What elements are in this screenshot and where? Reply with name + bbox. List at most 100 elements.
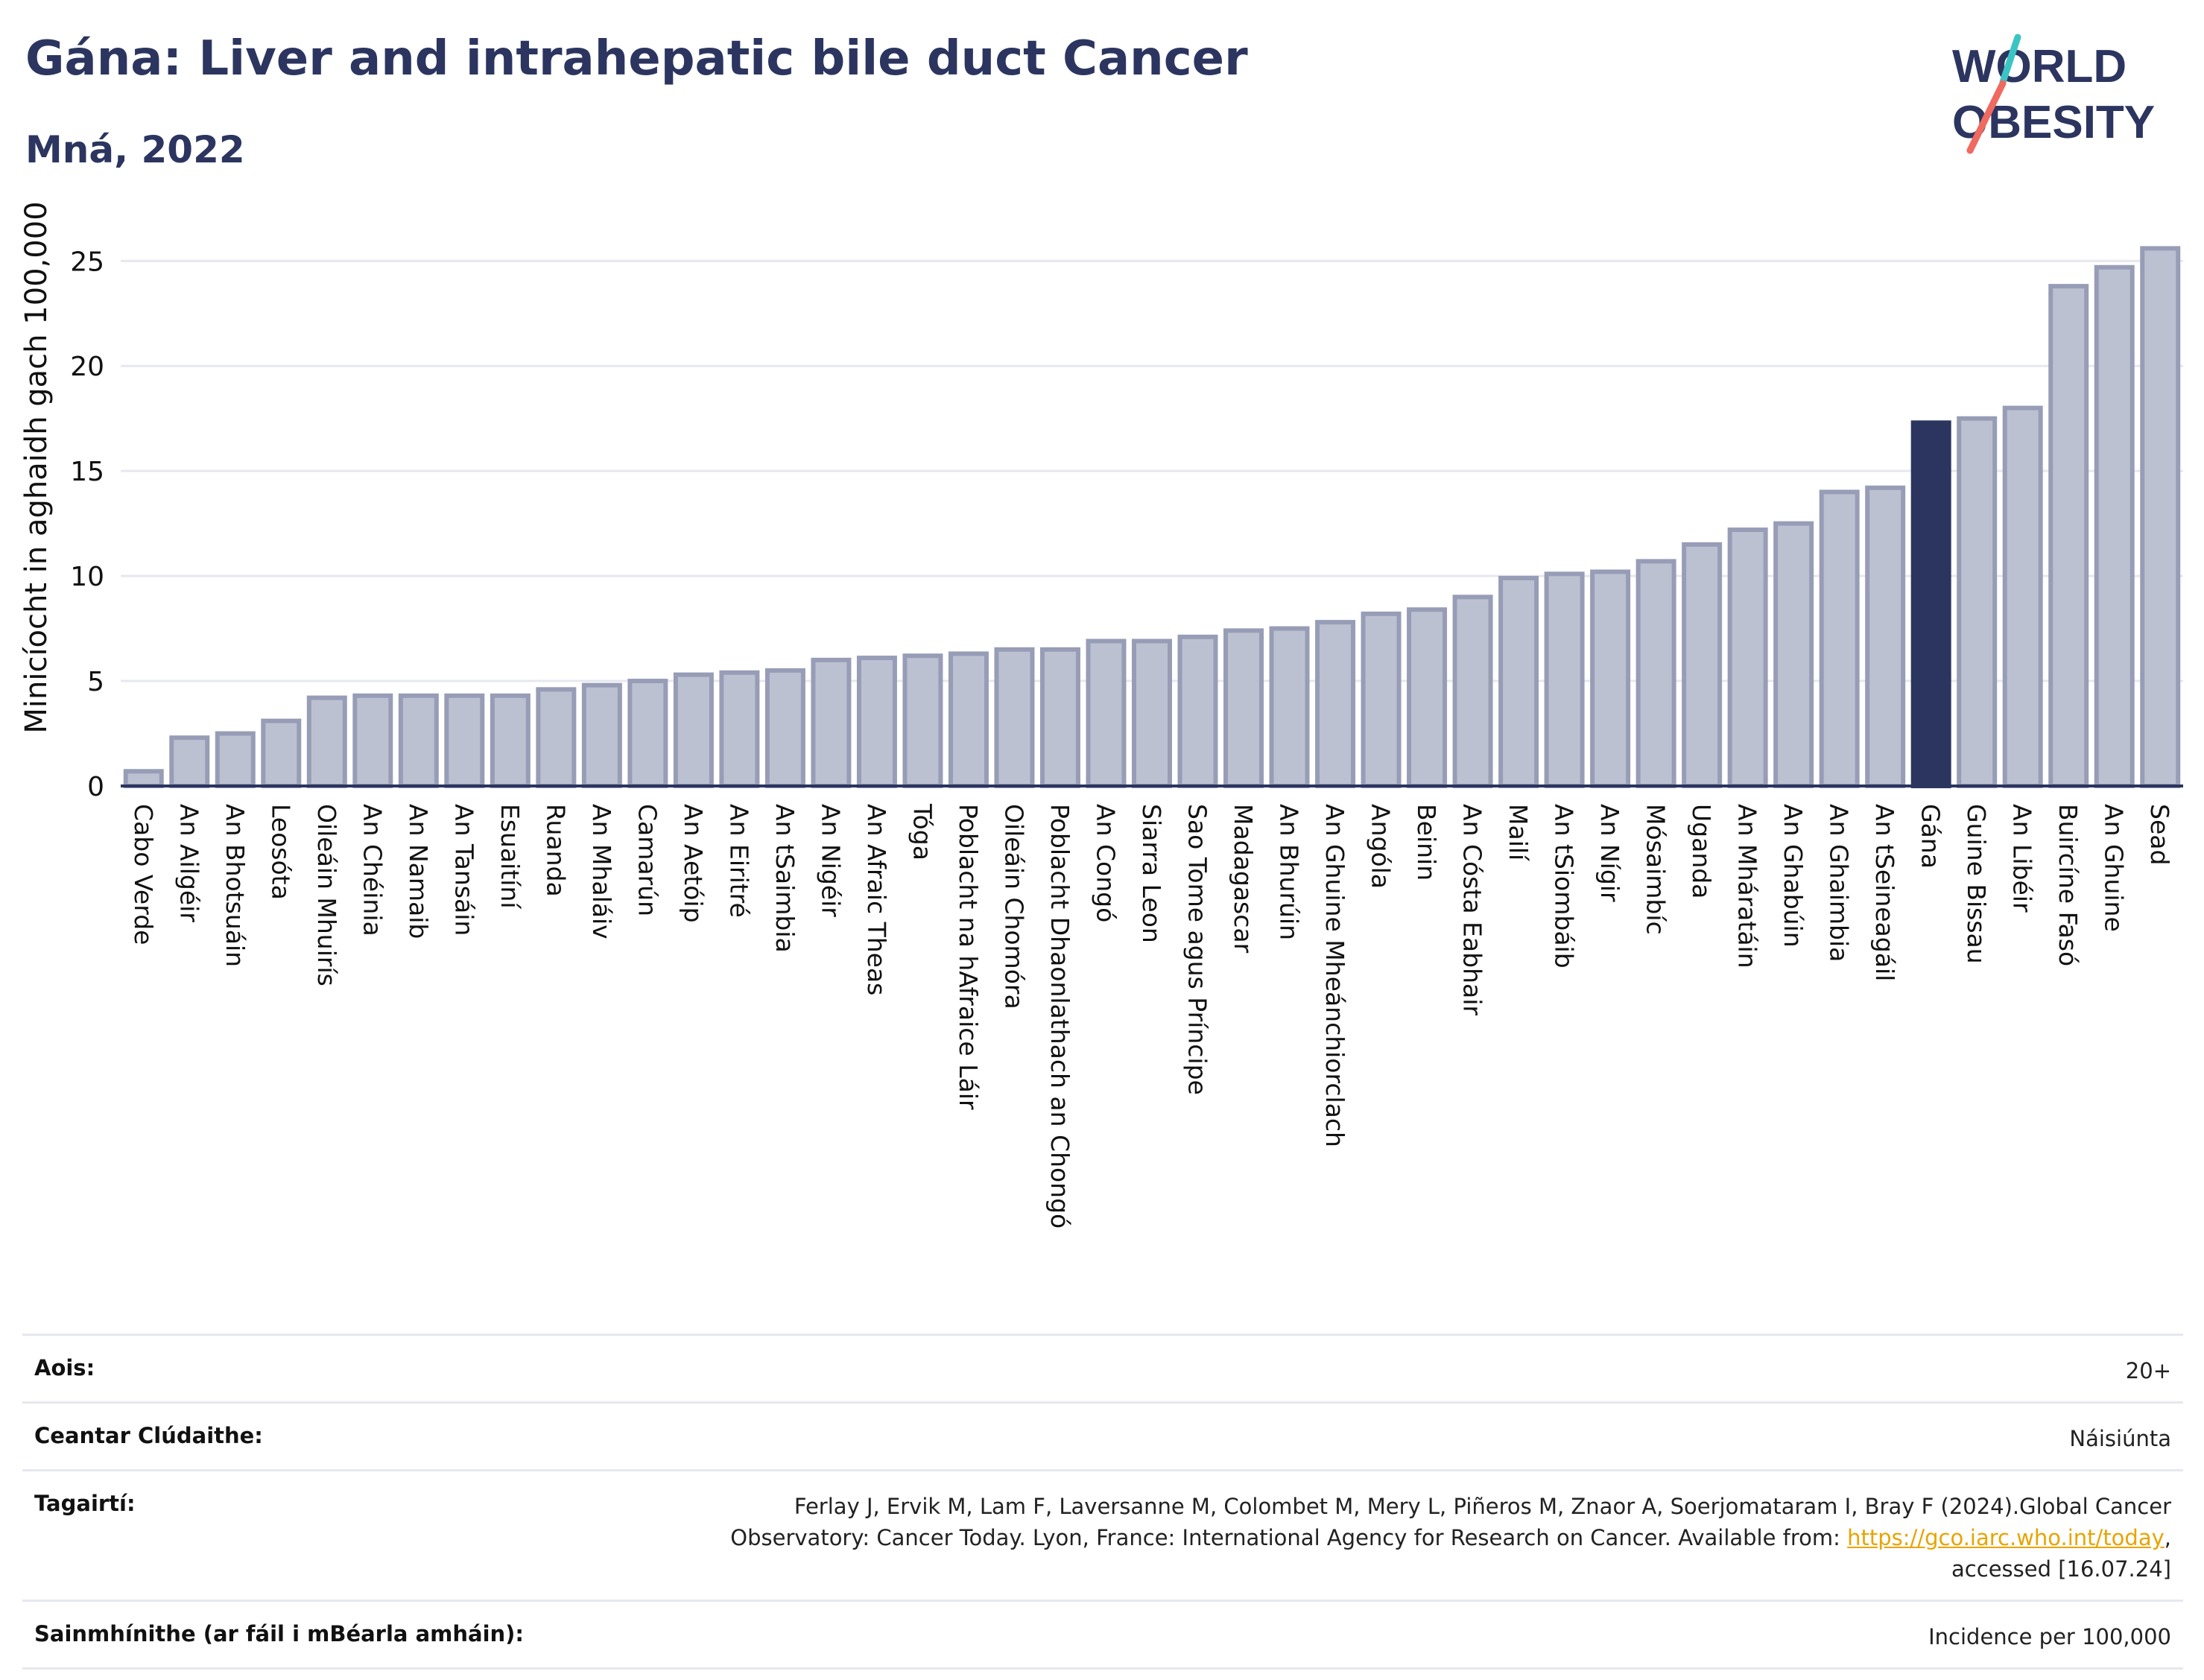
y-tick-label: 10 — [70, 562, 104, 592]
bar — [536, 687, 577, 789]
x-tick-label: An Ghabúin — [1779, 804, 1808, 948]
bar — [2048, 284, 2089, 788]
x-tick-label: Cabo Verde — [129, 804, 158, 945]
bar — [1498, 575, 1539, 788]
bar — [306, 695, 347, 788]
bar — [1407, 607, 1448, 788]
y-ticks: 0 5 10 15 20 25 — [70, 247, 104, 802]
x-tick-label: An Tansáin — [449, 804, 478, 936]
x-tick-label: Oileáin Mhuirís — [312, 804, 341, 986]
x-tick-label: Oileáin Chomóra — [999, 804, 1028, 1009]
bar — [1315, 620, 1356, 788]
bar — [352, 693, 393, 789]
chart-subtitle: Mná, 2022 — [25, 128, 245, 171]
reference-link[interactable]: https://gco.iarc.who.int/today — [1847, 1525, 2165, 1551]
x-tick-label: An tSaimbia — [770, 804, 799, 953]
bar — [581, 682, 622, 788]
x-tick-label: Mailí — [1504, 804, 1533, 862]
meta-row-area: Ceantar Clúdaithe: Náisiúnta — [22, 1401, 2183, 1469]
bar — [1452, 595, 1493, 788]
bar — [1865, 485, 1906, 788]
bar — [1361, 611, 1402, 789]
bar — [856, 656, 897, 789]
x-tick-label: An Ghuine Mheánchiorclach — [1320, 804, 1349, 1147]
x-tick-label: An Ghaimbia — [1825, 804, 1854, 962]
meta-row-references: Tagairtí: Ferlay J, Ervik M, Lam F, Lave… — [22, 1469, 2183, 1600]
world-obesity-logo: WORLD OBESITY — [1952, 34, 2155, 154]
bar — [1132, 638, 1172, 788]
x-tick-label: Gána — [1916, 804, 1945, 869]
bar — [261, 718, 302, 789]
x-tick-label: Camarún — [633, 804, 662, 916]
bar — [719, 670, 760, 788]
x-tick-label: Tóga — [908, 803, 937, 860]
bar — [1269, 626, 1310, 788]
meta-value-age: 20+ — [2125, 1358, 2171, 1383]
bar — [2094, 264, 2135, 788]
x-tick-label: Madagascar — [1229, 804, 1258, 954]
bar — [1039, 647, 1080, 788]
y-tick-label: 0 — [87, 772, 104, 802]
bar — [215, 731, 256, 789]
x-tick-label: An tSeineagáil — [1870, 804, 1899, 981]
meta-row-definitions: Sainmhínithe (ar fáil i mBéarla amháin):… — [22, 1600, 2183, 1670]
y-tick-label: 5 — [87, 667, 104, 697]
x-tick-label: An Mháratáin — [1733, 804, 1762, 969]
bar — [1544, 571, 1585, 788]
x-tick-label: Poblacht na hAfraice Láir — [954, 804, 983, 1110]
logo-text-world: WORLD — [1952, 41, 2127, 92]
x-tick-label: An Nigéir — [816, 804, 845, 917]
logo-slash-bottom — [1966, 80, 2007, 154]
metadata-table: Aois: 20+ Ceantar Clúdaithe: Náisiúnta T… — [22, 1334, 2183, 1670]
meta-label-references: Tagairtí: — [34, 1491, 136, 1517]
logo-slash-top — [1999, 34, 2021, 86]
x-tick-label: An Bhotsuáin — [221, 804, 250, 967]
bar — [1727, 527, 1768, 788]
meta-row-age: Aois: 20+ — [22, 1334, 2183, 1401]
meta-value-references: Ferlay J, Ervik M, Lam F, Laversanne M, … — [730, 1491, 2171, 1585]
meta-label-area: Ceantar Clúdaithe: — [34, 1423, 263, 1449]
x-tick-label: An Libéir — [2008, 804, 2037, 913]
x-tick-label: Beinin — [1412, 804, 1441, 881]
reference-line-2: Observatory: Cancer Today. Lyon, France:… — [730, 1525, 1848, 1551]
meta-value-definitions: Incidence per 100,000 — [1928, 1624, 2171, 1650]
x-tick-label: An tSiombáib — [1550, 804, 1579, 969]
x-tick-label: Leosóta — [266, 804, 295, 900]
x-tick-label: An Ailgéir — [174, 804, 203, 922]
bar — [1819, 489, 1860, 789]
meta-value-area: Náisiúnta — [2069, 1426, 2171, 1452]
meta-label-definitions: Sainmhínithe (ar fáil i mBéarla amháin): — [34, 1621, 525, 1647]
bar — [1635, 559, 1676, 788]
bar — [948, 651, 989, 788]
x-tick-label: Ruanda — [541, 804, 570, 897]
x-tick-label: Esuaitíní — [495, 804, 525, 910]
x-tick-label: Angóla — [1367, 804, 1396, 889]
x-tick-label: An Nígir — [1595, 804, 1624, 902]
bar — [1223, 628, 1264, 788]
bar — [764, 668, 805, 789]
x-tick-label: An Cósta Eabhair — [1458, 804, 1487, 1015]
reference-line-3: accessed [16.07.24] — [1951, 1556, 2171, 1582]
bar — [169, 735, 210, 788]
reference-line-2-end: , — [2164, 1525, 2171, 1551]
x-tick-label: An Afraic Theas — [862, 804, 891, 995]
x-tick-label: An Eiritré — [724, 804, 753, 918]
bar — [902, 653, 943, 788]
bar — [1682, 542, 1723, 788]
x-tick-label: Sead — [2145, 804, 2174, 865]
bar — [1910, 420, 1951, 789]
x-tick-label: An Chéinia — [358, 804, 387, 936]
x-tick-label: Mósaimbíc — [1641, 804, 1671, 935]
bars — [123, 246, 2181, 789]
bar — [673, 672, 714, 788]
bar — [994, 647, 1035, 788]
x-tick-label: Buircíne Fasó — [2053, 804, 2083, 966]
y-tick-label: 25 — [70, 247, 104, 277]
bar — [1086, 638, 1127, 788]
x-tick-label: Uganda — [1687, 804, 1716, 898]
bar — [398, 693, 439, 789]
bar — [1177, 634, 1218, 788]
bar — [1957, 416, 1998, 788]
y-axis-label: Minicíocht in aghaidh gach 100,000 — [19, 201, 54, 733]
bar — [2140, 246, 2181, 788]
